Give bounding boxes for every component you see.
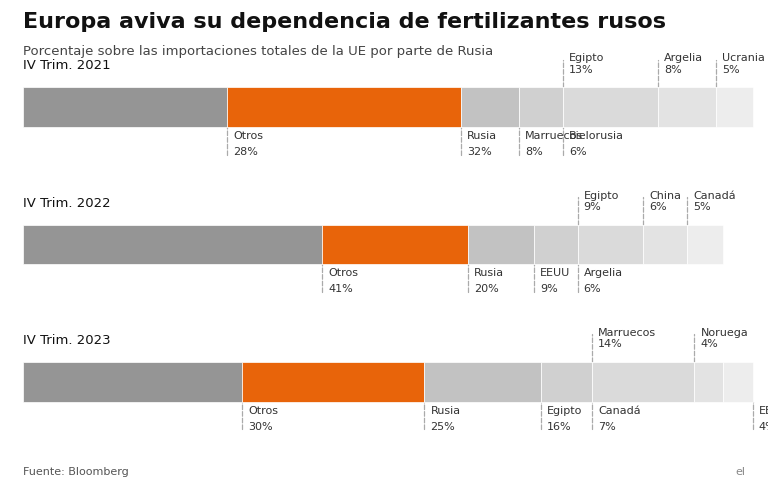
Text: 6%: 6% <box>569 147 587 157</box>
Text: 14%: 14% <box>598 339 623 349</box>
Text: Canadá: Canadá <box>598 406 641 416</box>
Text: EEUU: EEUU <box>759 406 768 416</box>
Text: 7%: 7% <box>598 422 616 432</box>
Text: Rusia: Rusia <box>430 406 461 416</box>
Text: IV Trim. 2021: IV Trim. 2021 <box>23 59 111 72</box>
Text: Fuente: Bloomberg: Fuente: Bloomberg <box>23 467 129 477</box>
Text: 5%: 5% <box>694 202 710 212</box>
Text: 4%: 4% <box>700 339 718 349</box>
Text: 6%: 6% <box>650 202 667 212</box>
Text: 30%: 30% <box>248 422 273 432</box>
Text: 9%: 9% <box>540 284 558 294</box>
Text: Rusia: Rusia <box>467 131 497 141</box>
Text: 8%: 8% <box>525 147 543 157</box>
Text: Egipto: Egipto <box>584 191 619 201</box>
Text: Noruega: Noruega <box>700 328 748 338</box>
Text: Marruecos: Marruecos <box>598 328 657 338</box>
Text: 6%: 6% <box>584 284 601 294</box>
Text: Otros: Otros <box>248 406 278 416</box>
Text: China: China <box>650 191 681 201</box>
Text: Ucrania: Ucrania <box>722 53 765 63</box>
Text: Canadá: Canadá <box>694 191 736 201</box>
Text: Otros: Otros <box>233 131 263 141</box>
Text: 20%: 20% <box>474 284 499 294</box>
Text: Argelia: Argelia <box>584 268 623 278</box>
Text: 4%: 4% <box>759 422 768 432</box>
Text: Porcentaje sobre las importaciones totales de la UE por parte de Rusia: Porcentaje sobre las importaciones total… <box>23 45 493 58</box>
Text: 8%: 8% <box>664 65 682 75</box>
Text: 28%: 28% <box>233 147 258 157</box>
Text: Egipto: Egipto <box>569 53 604 63</box>
Text: 9%: 9% <box>584 202 601 212</box>
Text: Europa aviva su dependencia de fertilizantes rusos: Europa aviva su dependencia de fertiliza… <box>23 12 666 32</box>
Text: Argelia: Argelia <box>664 53 703 63</box>
Text: 16%: 16% <box>547 422 572 432</box>
Text: IV Trim. 2022: IV Trim. 2022 <box>23 197 111 210</box>
Text: Otros: Otros <box>329 268 359 278</box>
Text: Rusia: Rusia <box>474 268 505 278</box>
Text: 32%: 32% <box>467 147 492 157</box>
Text: 5%: 5% <box>722 65 740 75</box>
Text: EEUU: EEUU <box>540 268 570 278</box>
Text: IV Trim. 2023: IV Trim. 2023 <box>23 334 111 347</box>
Text: 13%: 13% <box>569 65 594 75</box>
Text: el: el <box>735 467 745 477</box>
Text: 41%: 41% <box>329 284 353 294</box>
Text: 25%: 25% <box>430 422 455 432</box>
Text: Bielorusia: Bielorusia <box>569 131 624 141</box>
Text: Marruecos: Marruecos <box>525 131 584 141</box>
Text: Egipto: Egipto <box>547 406 583 416</box>
